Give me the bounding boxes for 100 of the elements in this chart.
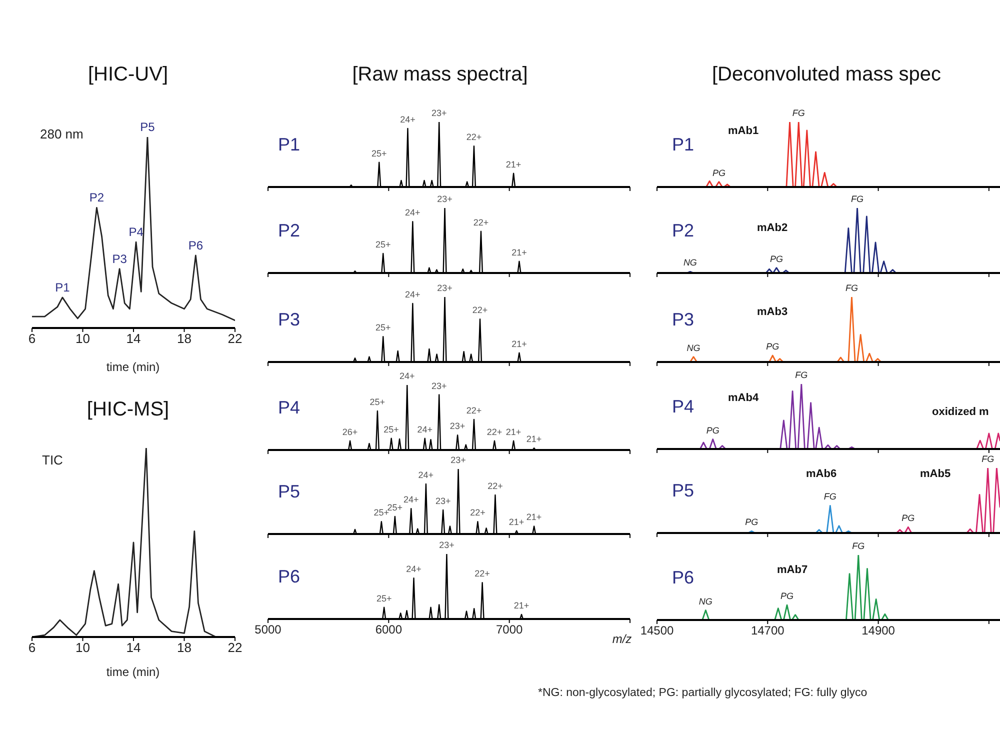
annotation: mAb5 — [920, 468, 951, 480]
annotation: 21+ — [514, 600, 530, 610]
x-tick-label: 14500 — [640, 624, 674, 638]
annotation: FG — [824, 492, 836, 502]
annotation: P6 — [278, 566, 300, 588]
annotation: 24+ — [403, 494, 419, 505]
annotation: 25+ — [374, 508, 390, 518]
annotation: P3 — [278, 310, 300, 330]
annotation: P1 — [278, 134, 300, 156]
text: *NG: non-glycosylated; PG: partially glycosylated; FG: fully glyco — [538, 687, 868, 699]
x-tick-label: 14 — [126, 331, 141, 346]
annotation: 21+ — [506, 426, 522, 437]
chart-title: [HIC-MS] — [86, 398, 170, 422]
annotation: 24+ — [399, 371, 415, 381]
annotation: mAb2 — [757, 222, 788, 234]
x-axis-title: time (min) — [106, 360, 160, 374]
annotation: 23+ — [450, 455, 466, 465]
annotation: 25+ — [370, 397, 386, 407]
annotation: 25+ — [387, 502, 403, 512]
x-tick-label: 6000 — [375, 622, 402, 637]
annotation: oxidized m — [932, 406, 989, 418]
annotation: 23+ — [439, 540, 454, 550]
annotation: 24+ — [406, 564, 422, 574]
annotation: P4 — [128, 225, 144, 240]
annotation: 23+ — [437, 283, 452, 293]
annotation: 22+ — [488, 481, 503, 491]
annotation: P6 — [188, 238, 204, 252]
annotation: 21+ — [526, 434, 542, 444]
annotation: 24+ — [400, 114, 416, 124]
annotation: P5 — [672, 480, 694, 502]
annotation: 24+ — [405, 290, 420, 300]
annotation: 25+ — [384, 424, 399, 434]
annotation: 21+ — [506, 159, 522, 170]
annotation: 280 nm — [40, 126, 84, 142]
chart-title: [Deconvoluted mass spec — [712, 64, 942, 86]
annotation: 24+ — [417, 424, 433, 434]
x-tick-label: 14 — [126, 640, 141, 656]
annotation: 23+ — [431, 380, 447, 391]
annotation: 25+ — [375, 240, 391, 250]
x-tick-label: 5000 — [254, 622, 282, 637]
annotation: P2 — [89, 190, 104, 205]
annotation: P2 — [672, 220, 694, 242]
x-tick-label: 14900 — [862, 624, 896, 638]
x-tick-label: 6 — [28, 331, 36, 346]
annotation: P3 — [112, 252, 128, 266]
annotation: 25+ — [376, 593, 392, 604]
annotation: 24+ — [418, 470, 434, 480]
annotation: FG — [851, 194, 864, 204]
annotation: PG — [902, 513, 915, 524]
annotation: 21+ — [512, 338, 527, 349]
annotation: FG — [982, 454, 994, 464]
annotation: NG — [683, 258, 697, 268]
annotation: P2 — [278, 220, 300, 242]
x-tick-label: 18 — [177, 331, 192, 346]
annotation: FG — [792, 108, 805, 118]
annotation: 22+ — [466, 132, 482, 142]
annotation: FG — [845, 283, 858, 293]
annotation: 21+ — [508, 516, 524, 527]
annotation: FG — [795, 370, 808, 380]
annotation: P3 — [672, 310, 694, 330]
annotation: 24+ — [405, 208, 420, 218]
x-axis-title: m/z — [612, 632, 632, 646]
x-tick-label: 10 — [76, 331, 90, 346]
annotation: P5 — [278, 482, 300, 502]
annotation: 22+ — [474, 568, 490, 579]
x-tick-label: 22 — [228, 640, 242, 656]
annotation: 22+ — [473, 217, 489, 228]
annotation: PG — [766, 342, 780, 352]
annotation: mAb3 — [757, 306, 788, 318]
chart-title: [Raw mass spectra] — [352, 64, 528, 86]
annotation: 25+ — [371, 148, 387, 158]
x-tick-label: 14700 — [750, 624, 785, 638]
annotation: PG — [780, 591, 794, 602]
x-tick-label: 10 — [76, 640, 90, 656]
annotation: 21+ — [512, 247, 527, 258]
annotation: 22+ — [472, 305, 488, 316]
annotation: P4 — [278, 398, 300, 418]
annotation: FG — [852, 541, 865, 551]
annotation: PG — [706, 425, 720, 436]
x-axis-title: time (min) — [106, 665, 160, 679]
annotation: P1 — [672, 134, 694, 156]
annotation: 22+ — [486, 426, 502, 437]
annotation: PG — [770, 254, 784, 264]
annotation: 25+ — [375, 322, 391, 333]
annotation: mAb1 — [728, 125, 759, 137]
annotation: NG — [686, 342, 700, 353]
annotation: NG — [698, 596, 712, 606]
annotation: mAb7 — [777, 564, 808, 576]
x-tick-label: 22 — [228, 331, 242, 346]
annotation: mAb6 — [806, 468, 837, 480]
annotation: P4 — [672, 396, 694, 418]
annotation: TIC — [42, 452, 63, 468]
annotation: 21+ — [526, 512, 542, 522]
annotation: mAb4 — [728, 392, 759, 404]
annotation: PG — [712, 168, 726, 178]
annotation: 23+ — [437, 194, 452, 204]
x-tick-label: 18 — [177, 640, 192, 656]
annotation: 26+ — [342, 426, 358, 437]
x-tick-label: 6 — [28, 640, 36, 656]
annotation: P1 — [55, 280, 70, 294]
